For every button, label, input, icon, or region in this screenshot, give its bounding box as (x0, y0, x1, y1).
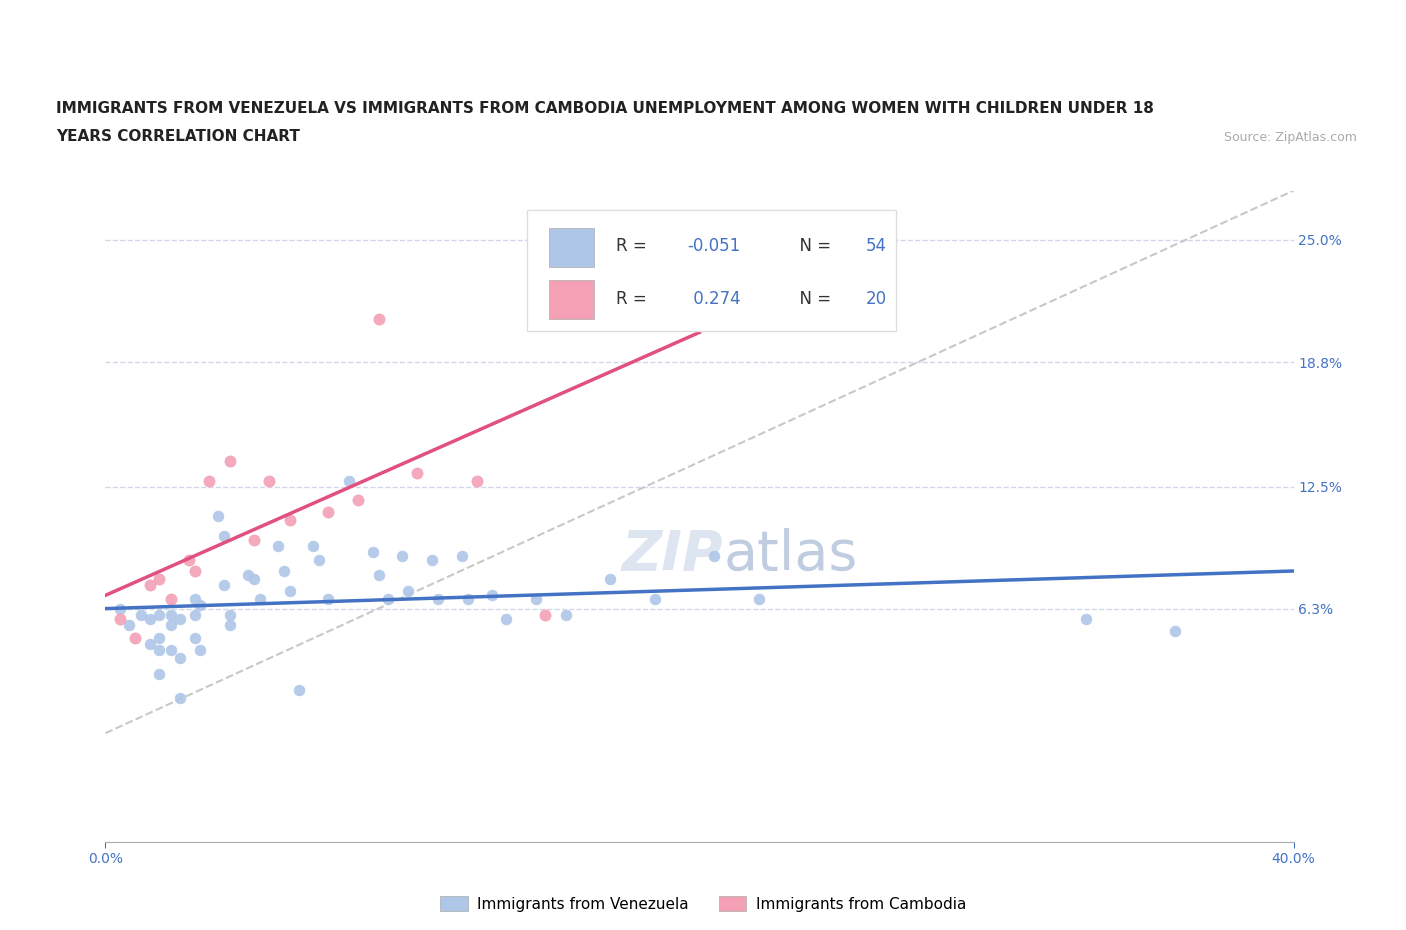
Point (554, 607, 576, 622)
Text: YEARS CORRELATION CHART: YEARS CORRELATION CHART (56, 129, 299, 144)
Point (183, 631, 205, 646)
Text: N =: N = (789, 290, 837, 309)
Point (450, 548, 472, 563)
Point (207, 509, 229, 524)
Point (148, 631, 170, 646)
Point (748, 591, 770, 606)
Point (599, 572, 621, 587)
Point (148, 643, 170, 658)
Point (214, 578, 236, 592)
Point (159, 607, 181, 622)
Point (278, 512, 301, 527)
Point (110, 611, 132, 626)
Point (198, 473, 221, 488)
Point (243, 572, 266, 587)
FancyBboxPatch shape (527, 210, 896, 331)
Point (214, 528, 236, 543)
Point (236, 568, 259, 583)
Point (391, 548, 413, 563)
Point (361, 544, 384, 559)
Legend: Immigrants from Venezuela, Immigrants from Cambodia: Immigrants from Venezuela, Immigrants fr… (434, 889, 972, 918)
Point (337, 473, 360, 488)
Text: IMMIGRANTS FROM VENEZUELA VS IMMIGRANTS FROM CAMBODIA UNEMPLOYMENT AMONG WOMEN W: IMMIGRANTS FROM VENEZUELA VS IMMIGRANTS … (56, 101, 1154, 116)
Point (1164, 623, 1187, 638)
Point (148, 667, 170, 682)
Point (110, 602, 132, 617)
Point (190, 643, 212, 658)
Point (585, 276, 607, 291)
Text: N =: N = (789, 237, 837, 255)
Point (124, 631, 146, 646)
Text: ZIP: ZIP (621, 528, 723, 582)
Point (534, 607, 557, 622)
Point (406, 465, 429, 480)
Point (183, 607, 205, 622)
Point (159, 643, 181, 658)
Point (243, 532, 266, 547)
Point (219, 607, 242, 622)
Point (148, 607, 170, 622)
Point (118, 618, 141, 632)
Point (177, 552, 200, 567)
Point (367, 312, 389, 326)
Point (139, 578, 162, 592)
Text: 54: 54 (866, 237, 887, 255)
Point (159, 618, 181, 632)
Point (396, 584, 419, 599)
Point (465, 473, 488, 488)
Text: R =: R = (616, 290, 652, 309)
Point (316, 505, 339, 520)
Point (427, 591, 450, 606)
Point (190, 597, 212, 612)
Point (278, 584, 301, 599)
Point (159, 591, 181, 606)
Point (628, 312, 651, 326)
Point (308, 552, 330, 567)
Text: atlas: atlas (723, 528, 858, 582)
Point (420, 552, 443, 567)
Text: Source: ZipAtlas.com: Source: ZipAtlas.com (1223, 131, 1357, 144)
Point (257, 473, 280, 488)
Point (129, 607, 152, 622)
Point (316, 591, 339, 606)
Point (219, 454, 242, 469)
Point (495, 611, 517, 626)
FancyBboxPatch shape (548, 228, 593, 267)
Point (169, 690, 191, 705)
Point (139, 637, 162, 652)
Text: R =: R = (616, 237, 652, 255)
FancyBboxPatch shape (548, 280, 593, 319)
Point (249, 591, 271, 606)
Point (219, 618, 242, 632)
Point (139, 611, 162, 626)
Point (457, 591, 479, 606)
Point (1074, 611, 1097, 626)
Text: 0.274: 0.274 (688, 290, 740, 309)
Point (267, 538, 290, 553)
Point (703, 548, 725, 563)
Point (481, 588, 503, 603)
Text: -0.051: -0.051 (688, 237, 741, 255)
Point (273, 564, 295, 578)
Point (644, 591, 666, 606)
Point (524, 591, 547, 606)
Point (377, 591, 399, 606)
Point (169, 611, 191, 626)
Point (183, 591, 205, 606)
Point (302, 538, 325, 553)
Point (287, 683, 309, 698)
Point (169, 651, 191, 666)
Point (347, 493, 370, 508)
Text: 20: 20 (866, 290, 887, 309)
Point (367, 568, 389, 583)
Point (183, 564, 205, 578)
Point (148, 572, 170, 587)
